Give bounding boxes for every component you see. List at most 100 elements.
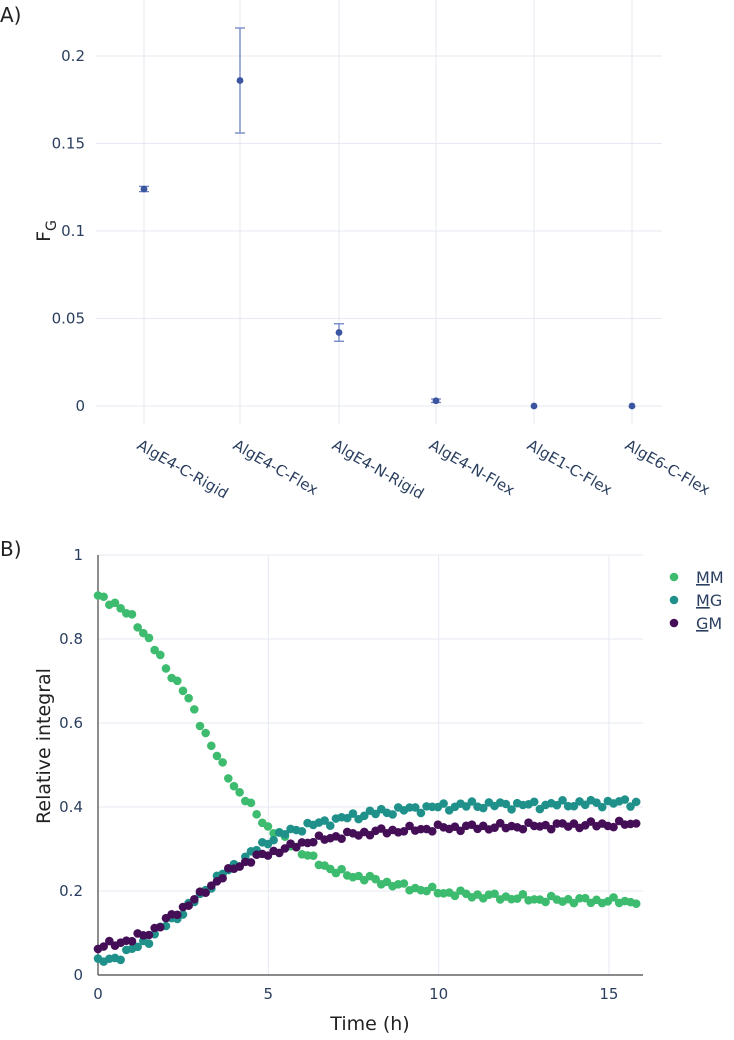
panel-b-point-mg [388, 810, 397, 819]
panel-b-label: B) [0, 537, 22, 561]
panel-b-point-gm [427, 826, 437, 836]
panel-b-point-mg [626, 802, 635, 811]
panel-b-point-mg [348, 809, 358, 818]
panel-b-x-tick-label: 0 [93, 985, 103, 1003]
panel-b-point-mg [569, 801, 579, 811]
panel-b-point-mg [269, 835, 278, 845]
panel-b-point-mm [371, 874, 380, 884]
panel-b-point-mm [229, 781, 239, 791]
panel-b-point-mg [144, 939, 154, 948]
legend-marker-mm [669, 572, 679, 582]
panel-b-point-gm [405, 821, 414, 831]
panel-b-point-mm [184, 693, 193, 703]
panel-b-point-mg [478, 803, 488, 813]
panel-b-point-mm [99, 592, 108, 602]
panel-b-x-tick-label: 15 [599, 985, 618, 1003]
panel-b-point-mg [552, 800, 562, 810]
panel-a-point [432, 397, 440, 405]
panel-a-y-ticks: 0 0.05 0.1 0.15 0.2 [52, 47, 85, 415]
panel-b-point-gm [218, 873, 227, 883]
panel-a-x-tick-label: AlgE4-C-Flex [230, 436, 321, 499]
panel-b-x-tick-label: 10 [429, 985, 448, 1003]
panel-b-point-gm [337, 834, 346, 843]
panel-b-point-mm [161, 664, 171, 673]
panel-b-y-ticks: 0 0.2 0.4 0.6 0.8 1 [59, 546, 83, 984]
panel-b-point-gm [190, 895, 199, 904]
panel-b-y-tick-label: 0.6 [59, 714, 83, 732]
panel-b-point-mg [631, 797, 641, 807]
panel-b-point-mg [620, 795, 630, 804]
panel-b-point-mm [490, 889, 499, 899]
panel-a-y-title-main: F [33, 231, 55, 242]
panel-b-point-mm [195, 721, 205, 731]
panel-b-point-mm [150, 645, 159, 655]
panel-a-marks [139, 27, 636, 410]
panel-b-point-mg [410, 803, 420, 812]
panel-b-point-gm [235, 862, 244, 871]
panel-a-point [628, 402, 636, 410]
legend-rest-letter: M [708, 614, 722, 633]
panel-b-point-gm [399, 827, 409, 836]
panel-b-y-tick-label: 0 [73, 966, 83, 984]
panel-b-point-mm [263, 822, 273, 831]
panel-b-point-mg [461, 802, 471, 811]
legend-label-mg: MG [696, 591, 722, 610]
panel-b-point-mm [246, 798, 256, 808]
panel-b-point-mg [439, 799, 448, 808]
panel-b-point-gm [609, 822, 618, 832]
panel-b-point-mm [201, 728, 210, 738]
panel-b-point-mg [507, 805, 516, 814]
panel-b-point-mm [190, 705, 199, 714]
panel-a-point [236, 77, 244, 84]
panel-a-point [335, 329, 343, 336]
panel-b-point-gm [518, 824, 528, 834]
legend-underlined-letter: M [696, 568, 710, 587]
panel-a-chart: 0 0.05 0.1 0.15 0.2 AlgE4-C-RigidAlgE4-C-Fle… [33, 0, 713, 503]
panel-b-point-mm [156, 650, 165, 660]
panel-b-y-tick-label: 0.4 [59, 798, 83, 816]
panel-b-y-tick-label: 0.2 [59, 882, 83, 900]
panel-a-y-tick-label: 0.05 [52, 310, 85, 328]
panel-b-point-mg [529, 797, 539, 807]
panel-b-point-mm [580, 893, 590, 903]
panel-b-point-mm [541, 897, 550, 907]
panel-a-x-tick-label: AlgE4-N-Rigid [329, 436, 427, 503]
panel-b-point-mg [280, 830, 290, 839]
panel-b-point-gm [144, 930, 154, 940]
panel-a-grid [96, 0, 662, 424]
panel-b-point-mg [325, 821, 335, 830]
legend-label-gm: GM [696, 614, 722, 633]
panel-b-point-gm [263, 851, 273, 860]
panel-b-point-mm [518, 890, 528, 899]
panel-a-y-title-subscript: G [44, 220, 60, 231]
legend-underlined-letter: M [696, 591, 710, 610]
panel-b-point-mg [371, 809, 380, 819]
panel-a-y-tick-label: 0.15 [52, 135, 85, 153]
legend-underlined-letter: G [696, 614, 708, 633]
panel-b-point-gm [127, 936, 137, 946]
panel-b-point-mm [337, 864, 346, 874]
panel-b-x-ticks: 0 5 10 15 [93, 985, 618, 1003]
panel-a-point [530, 402, 538, 410]
panel-b-y-tick-label: 1 [73, 546, 83, 564]
panel-a-y-tick-label: 0.1 [61, 222, 85, 240]
panel-b-point-gm [246, 858, 256, 867]
panel-b-marks [93, 591, 641, 966]
panel-b-point-mm [212, 751, 222, 761]
panel-b-point-mm [207, 741, 216, 751]
panel-b-x-title: Time (h) [329, 1013, 409, 1035]
panel-b-point-mm [609, 893, 618, 902]
panel-b-point-mm [427, 882, 437, 892]
panel-b-point-mm [450, 891, 460, 901]
panel-b-point-mm [218, 758, 227, 767]
panel-a-label: A) [0, 3, 21, 27]
panel-b-point-mm [235, 788, 244, 797]
panel-b-point-mm [173, 676, 182, 686]
panel-a-point [140, 185, 148, 193]
panel-b-point-mg [359, 811, 369, 821]
panel-b-point-mg [133, 942, 142, 952]
panel-b-point-mm [110, 598, 120, 608]
